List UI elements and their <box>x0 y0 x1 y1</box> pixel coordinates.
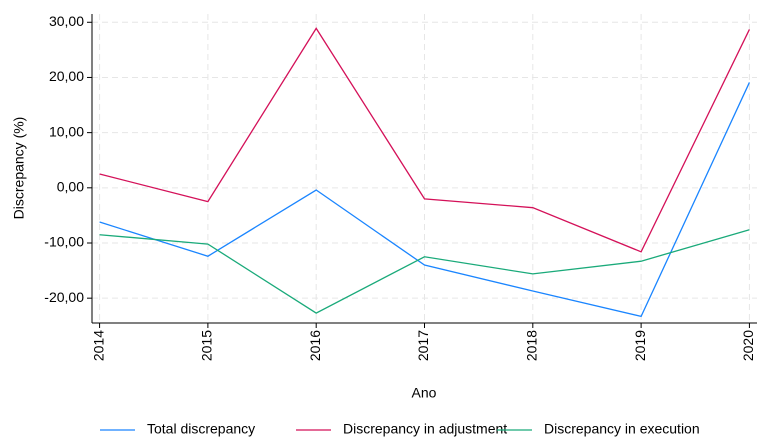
y-tick-label: 10,00 <box>49 123 84 139</box>
x-tick-label: 2016 <box>307 330 323 361</box>
y-tick-label: 20,00 <box>49 68 84 84</box>
series-line <box>99 229 750 314</box>
legend-label: Discrepancy in execution <box>544 421 700 437</box>
x-tick-label: 2020 <box>740 330 756 361</box>
series-line <box>99 27 751 253</box>
y-tick-label: 30,00 <box>49 13 84 29</box>
legend-label: Discrepancy in adjustment <box>343 421 507 437</box>
y-tick-label: 0,00 <box>57 179 84 195</box>
y-tick-label: -20,00 <box>44 289 84 305</box>
series-line <box>99 82 751 318</box>
x-tick-label: 2019 <box>632 330 648 361</box>
x-tick-label: 2018 <box>524 330 540 361</box>
y-axis-label: Discrepancy (%) <box>11 117 27 220</box>
x-tick-label: 2015 <box>199 330 215 361</box>
x-axis-label: Ano <box>412 385 437 401</box>
y-tick-label: -10,00 <box>44 234 84 250</box>
x-tick-label: 2014 <box>90 330 106 361</box>
legend-label: Total discrepancy <box>147 421 255 437</box>
x-tick-label: 2017 <box>415 330 431 361</box>
